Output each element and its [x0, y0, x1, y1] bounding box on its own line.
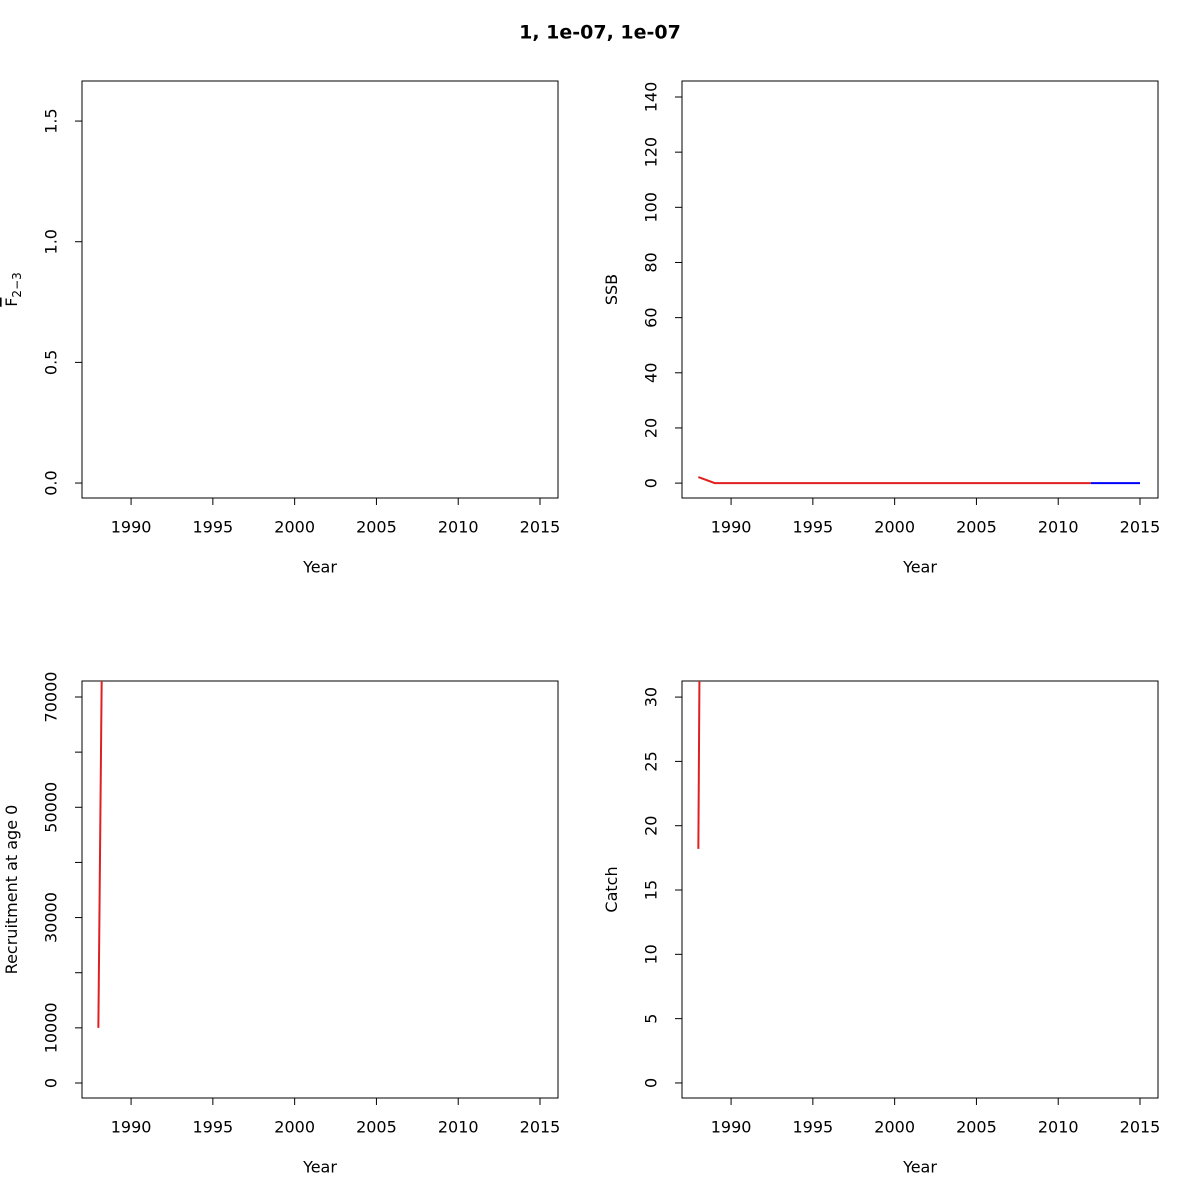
y-tick-label: 80: [642, 252, 661, 272]
x-tick-label: 2005: [956, 518, 997, 537]
y-tick-label: 10000: [42, 1002, 61, 1053]
x-tick-label: 1995: [792, 1118, 833, 1137]
y-axis-label-main: Recruitment at age 0: [2, 805, 21, 975]
panel: 1990 1995 2000 2005 2010 2015 0 20 40 60 80 100 120 1…: [602, 80, 1161, 577]
y-tick-label: 50000: [42, 782, 61, 833]
y-tick-label: 1.0: [42, 229, 61, 254]
y-tick-label: 15: [642, 880, 661, 900]
x-tick-label: 1990: [111, 518, 152, 537]
plot-box: [81, 80, 559, 499]
plot-box: [81, 680, 559, 1099]
y-axis-label: Recruitment at age 0: [2, 805, 21, 975]
series-group: [698, 476, 1141, 485]
x-tick-label: 2010: [438, 518, 479, 537]
figure-title: 1, 1e-07, 1e-07: [519, 22, 681, 44]
y-tick-label: 60: [642, 307, 661, 327]
x-tick-label: 2000: [874, 518, 915, 537]
x-axis-label: Year: [902, 558, 937, 577]
x-axis-label: Year: [302, 1158, 337, 1177]
y-tick-label: 30000: [42, 892, 61, 943]
x-axis-label: Year: [902, 1158, 937, 1177]
x-tick-label: 1995: [792, 518, 833, 537]
x-tick-label: 2005: [356, 518, 397, 537]
y-axis-label-main: SSB: [602, 274, 621, 305]
plot-box: [681, 80, 1159, 499]
x-tick-label: 2000: [274, 1118, 315, 1137]
x-tick-label: 2010: [1038, 518, 1079, 537]
x-tick-label: 2015: [1120, 1118, 1161, 1137]
x-tick-label: 2010: [1038, 1118, 1079, 1137]
y-tick-label: 25: [642, 751, 661, 771]
y-tick-label: 100: [642, 192, 661, 223]
y-axis-label-main: Catch: [602, 866, 621, 912]
y-tick-label: 20: [642, 816, 661, 836]
y-tick-label: 140: [642, 82, 661, 113]
y-tick-label: 120: [642, 137, 661, 168]
y-tick-label: 30: [642, 687, 661, 707]
series-line: [698, 476, 1091, 485]
y-tick-label: 0: [42, 1078, 61, 1088]
y-tick-label: 10: [642, 944, 661, 964]
x-tick-label: 2015: [520, 1118, 561, 1137]
y-tick-label: 1.5: [42, 108, 61, 133]
series-line: [97, 681, 103, 1028]
y-axis-label: Catch: [602, 866, 621, 912]
x-tick-label: 2015: [1120, 518, 1161, 537]
y-axis-label: SSB: [602, 274, 621, 305]
x-tick-label: 1990: [111, 1118, 152, 1137]
x-tick-label: 1995: [192, 518, 233, 537]
y-tick-label: 40: [642, 363, 661, 383]
series-group: [97, 681, 103, 1028]
x-axis-label: Year: [302, 558, 337, 577]
y-tick-label: 20: [642, 418, 661, 438]
panel: 1990 1995 2000 2005 2010 2015 0 10000 30000 50000…: [2, 672, 561, 1177]
x-tick-label: 1990: [711, 518, 752, 537]
x-tick-label: 2015: [520, 518, 561, 537]
series-line: [697, 681, 701, 849]
x-tick-label: 2005: [956, 1118, 997, 1137]
x-tick-label: 2000: [874, 1118, 915, 1137]
y-tick-label: 0: [642, 478, 661, 488]
x-tick-label: 1995: [192, 1118, 233, 1137]
y-tick-label: 70000: [42, 672, 61, 723]
panel: 1990 1995 2000 2005 2010 2015 0 5 10 15 20 25 30 Year…: [602, 680, 1161, 1177]
y-axis-label-main: F: [2, 298, 21, 307]
y-axis-label-sub: 2−3: [10, 272, 24, 297]
series-group: [697, 681, 701, 849]
y-tick-label: 0.0: [42, 470, 61, 495]
x-tick-label: 1990: [711, 1118, 752, 1137]
x-tick-label: 2000: [274, 518, 315, 537]
x-tick-label: 2010: [438, 1118, 479, 1137]
panel: 1990 1995 2000 2005 2010 2015 0.0 0.5 1.0 1.5 Year…: [2, 80, 561, 577]
y-tick-label: 0: [642, 1078, 661, 1088]
y-tick-label: 5: [642, 1014, 661, 1024]
y-axis-label: F2−3: [2, 272, 24, 307]
y-tick-label: 0.5: [42, 350, 61, 375]
plot-box: [681, 680, 1159, 1099]
x-tick-label: 2005: [356, 1118, 397, 1137]
